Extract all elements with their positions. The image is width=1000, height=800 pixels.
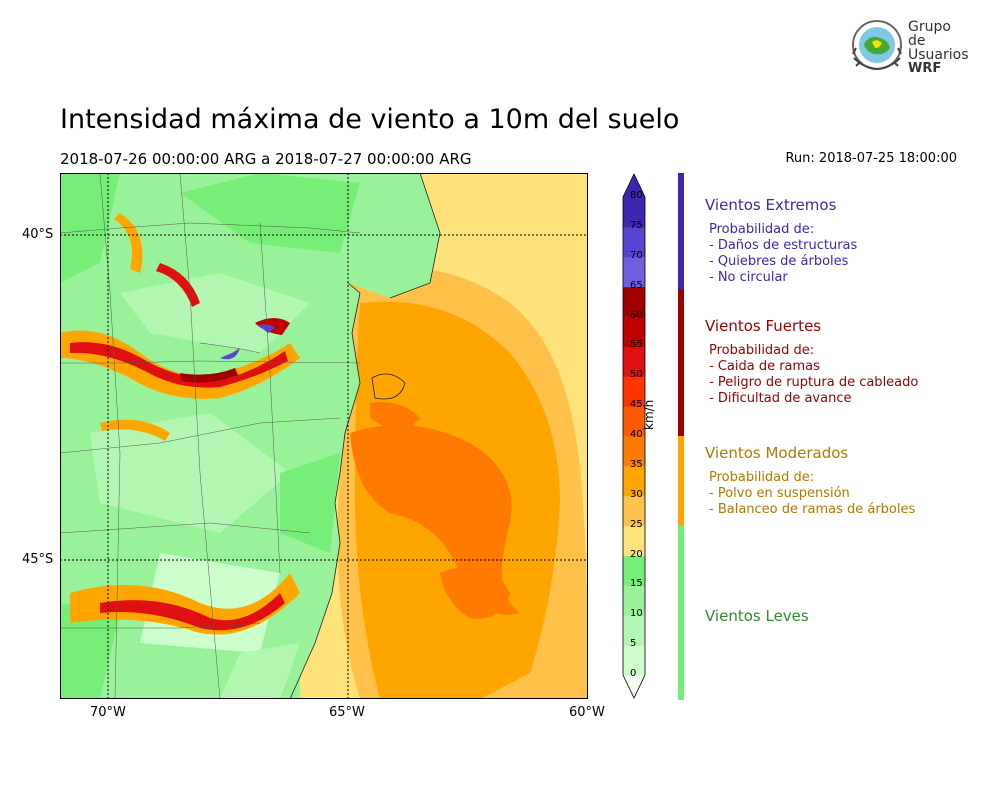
category-strong-head: Vientos Fuertes: [705, 317, 822, 335]
colorbar-segment: [623, 585, 645, 616]
category-color-bar: [678, 173, 684, 289]
colorbar-tick-label: 40: [630, 429, 643, 440]
colorbar-segment: [623, 286, 645, 317]
colorbar-segment: [623, 615, 645, 646]
logo-text-line1: Grupo de: [908, 19, 951, 49]
colorbar-extend-low: [623, 675, 645, 698]
lon-label-70w: 70°W: [90, 705, 126, 720]
lon-label-60w: 60°W: [569, 705, 605, 720]
colorbar-segment: [623, 495, 645, 527]
run-time: Run: 2018-07-25 18:00:00: [785, 151, 957, 166]
category-moderate-line: - Balanceo de ramas de árboles: [709, 502, 916, 517]
colorbar-segment: [623, 436, 645, 467]
colorbar-segment: [623, 406, 645, 437]
wind-map: [60, 173, 588, 699]
colorbar-segment: [623, 525, 645, 556]
colorbar-segment: [623, 197, 645, 228]
colorbar-outline: [622, 173, 646, 699]
lon-label-65w: 65°W: [329, 705, 365, 720]
colorbar-tick-label: 80: [630, 190, 643, 201]
colorbar-unit: km/h: [642, 399, 656, 430]
colorbar-segment: [623, 645, 645, 676]
colorbar-tick-label: 65: [630, 279, 643, 291]
category-extreme-line: - No circular: [709, 270, 788, 285]
colorbar-tick-label: 70: [630, 249, 643, 261]
category-moderate-line: Probabilidad de:: [709, 470, 815, 485]
category-strong-line: - Caida de ramas: [709, 359, 820, 374]
colorbar-segment: [623, 316, 645, 347]
logo-emblem-icon: [852, 20, 902, 71]
logo: Grupo de Usuarios WRF: [850, 18, 970, 76]
colorbar-extend-high: [623, 174, 645, 197]
colorbar-tick-label: 15: [630, 578, 643, 590]
colorbar-tick-label: 10: [630, 608, 643, 620]
category-light-head: Vientos Leves: [705, 607, 809, 625]
logo-text-line3: WRF: [908, 61, 942, 76]
colorbar-tick-label: 75: [630, 219, 643, 231]
colorbar-segment: [623, 256, 645, 288]
category-extreme-line: - Daños de estructuras: [709, 238, 858, 253]
category-extreme-line: Probabilidad de:: [709, 222, 815, 237]
category-color-bar: [678, 436, 684, 526]
colorbar-segments: [623, 174, 645, 698]
colorbar-tick-label: 0: [630, 668, 637, 679]
category-extreme-line: - Quiebres de árboles: [709, 254, 849, 269]
valid-period: 2018-07-26 00:00:00 ARG a 2018-07-27 00:…: [60, 150, 472, 168]
lat-label-40s: 40°S: [22, 227, 54, 242]
category-strong-line: - Peligro de ruptura de cableado: [709, 375, 919, 390]
province-borders: [60, 173, 361, 699]
graticule: [60, 173, 588, 699]
colorbar-tick-label: 20: [630, 548, 643, 560]
category-strong-line: Probabilidad de:: [709, 343, 815, 358]
wind-maxima-bands: [60, 213, 300, 635]
colorbar-tick-label: 35: [630, 458, 643, 470]
colorbar-segment: [623, 465, 645, 497]
coastline: [289, 282, 361, 699]
colorbar-tick-label: 30: [630, 488, 643, 500]
category-light: Vientos Leves: [705, 608, 809, 633]
colorbar-segment: [623, 226, 645, 258]
logo-text-line2: Usuarios: [908, 47, 969, 63]
colorbar-tick-label: 45: [630, 399, 643, 411]
colorbar-tick-label: 25: [630, 518, 643, 530]
colorbar-tick-label: 55: [630, 339, 643, 351]
category-strong-line: - Dificultad de avance: [709, 391, 852, 406]
category-color-bar: [678, 289, 684, 436]
map-frame: [60, 173, 588, 699]
ocean-wind-field: [300, 173, 588, 699]
category-moderate: Vientos Moderados Probabilidad de: - Pol…: [705, 445, 915, 518]
category-moderate-head: Vientos Moderados: [705, 444, 849, 462]
category-color-bar: [678, 526, 684, 700]
colorbar-tick-label: 50: [630, 369, 643, 381]
lat-label-45s: 45°S: [22, 552, 54, 567]
category-strong: Vientos Fuertes Probabilidad de: - Caida…: [705, 318, 918, 407]
colorbar-tick-label: 60: [630, 309, 643, 321]
colorbar-segment: [623, 555, 645, 586]
category-extreme-head: Vientos Extremos: [705, 196, 837, 214]
map-title: Intensidad máxima de viento a 10m del su…: [60, 104, 680, 135]
peninsula-outline: [371, 373, 406, 400]
colorbar: [622, 173, 646, 699]
colorbar-segment: [623, 376, 645, 407]
colorbar-segment: [623, 346, 645, 377]
colorbar-tick-label: 5: [630, 638, 637, 650]
coastline-north: [389, 173, 441, 299]
category-moderate-line: - Polvo en suspensión: [709, 486, 850, 501]
category-extreme: Vientos Extremos Probabilidad de: - Daño…: [705, 197, 857, 286]
